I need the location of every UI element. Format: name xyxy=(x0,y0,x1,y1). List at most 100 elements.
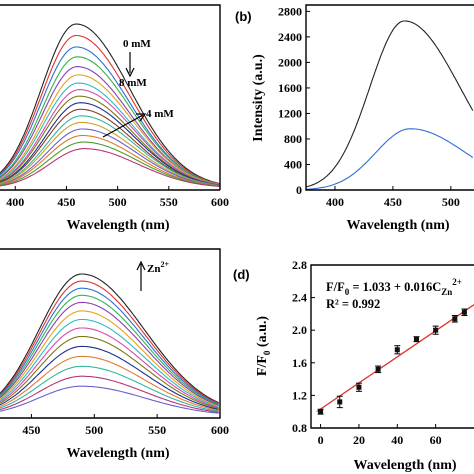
panel-b-y-tick-label: 1600 xyxy=(278,81,302,95)
annotation-8mm: 8 mM xyxy=(119,77,147,89)
data-point xyxy=(337,399,343,405)
panel-d-x-tick-label: 20 xyxy=(353,433,365,447)
panel-b: (b) 0 400 800 1200 1600 2000 2400 2800 400 450 50… xyxy=(235,4,474,233)
diagonal-arrow-icon xyxy=(136,113,147,122)
panel-d-y-label: F/F0 (a.u.) xyxy=(255,316,272,376)
panel-c-series-1 xyxy=(0,280,219,404)
panel-c-series-7 xyxy=(0,327,219,409)
panel-c-x-tick-label: 600 xyxy=(211,423,229,437)
annotation-4mm: 4 mM xyxy=(146,108,174,120)
panel-b-y-tick-label: 2800 xyxy=(278,4,302,18)
panel-c-series-5 xyxy=(0,310,219,407)
linear-fit-line xyxy=(316,304,474,413)
panel-b-x-tick-label: 400 xyxy=(326,195,344,209)
panel-b-y-tick-label: 1200 xyxy=(278,106,302,120)
panel-b-x-tick-label: 500 xyxy=(442,195,460,209)
panel-b-frame xyxy=(305,4,474,191)
data-point xyxy=(452,316,458,322)
panel-a-series-2 xyxy=(0,46,220,185)
down-arrow-icon xyxy=(125,67,135,78)
data-point xyxy=(413,336,419,342)
eq-rhs: = 1.033 + 0.016C xyxy=(349,280,441,294)
panel-a-series-15 xyxy=(0,141,220,187)
panel-c: 450 500 550 600 Wavelength (nm) Zn2+ xyxy=(0,248,229,461)
panel-c-series-3 xyxy=(0,294,219,406)
zn-text: Zn xyxy=(147,263,160,275)
panel-a-series-7 xyxy=(0,89,220,186)
panel-c-x-tick-label: 500 xyxy=(85,423,103,437)
panel-b-y-tick-label: 800 xyxy=(284,132,302,146)
eq-lhs: F/F xyxy=(326,280,345,294)
up-arrow-icon xyxy=(136,260,146,271)
panel-d-points xyxy=(317,308,468,415)
eq-sup: 2+ xyxy=(452,277,462,287)
panel-c-series-9 xyxy=(0,345,219,411)
panel-a-x-tick-label: 550 xyxy=(160,195,178,209)
panel-d-x-tick-label: 0 xyxy=(318,433,324,447)
panel-c-series-4 xyxy=(0,301,219,406)
panel-b-series-0 xyxy=(305,20,474,188)
panel-a-x-tick-label: 450 xyxy=(57,195,75,209)
panel-d-x-tick-label: 60 xyxy=(430,433,442,447)
panel-d-fit xyxy=(316,304,474,413)
panel-label-b: (b) xyxy=(235,9,252,24)
panel-b-y-tick-label: 2000 xyxy=(278,55,302,69)
panel-c-series-0 xyxy=(0,273,219,404)
panel-d: (d) 0.81.21.62.02.42.8 0 20 40 60 F/F0 = 1.… xyxy=(233,258,474,473)
panel-d-y-tick-label: 1.6 xyxy=(292,356,307,370)
panel-a-frame xyxy=(0,4,221,190)
panel-d-y-tick-label: 2.8 xyxy=(292,258,307,272)
panel-d-x-tick-label: 40 xyxy=(391,433,403,447)
panel-a: 400 450 500 550 600 Wavelength (nm) 0 mM 8 m… xyxy=(0,4,229,233)
panel-a-curves xyxy=(0,23,220,187)
panel-d-y-tick-label: 0.8 xyxy=(292,421,307,435)
data-point xyxy=(375,366,381,372)
fit-equation: F/F0 = 1.033 + 0.016CZn2+ xyxy=(326,277,462,297)
panel-b-y-ticks: 0 400 800 1200 1600 2000 2400 2800 xyxy=(278,4,310,197)
panel-a-x-tick-label: 400 xyxy=(6,195,24,209)
panel-label-d: (d) xyxy=(233,267,250,282)
eq-lhs-sub: 0 xyxy=(345,287,350,297)
panel-a-x-tick-label: 600 xyxy=(211,195,229,209)
panel-b-curves xyxy=(305,20,474,190)
panel-d-y-tick-label: 1.2 xyxy=(292,388,307,402)
data-point xyxy=(433,327,439,333)
panel-a-series-3 xyxy=(0,56,220,185)
panel-a-series-1 xyxy=(0,34,220,185)
panel-c-x-tick-label: 550 xyxy=(148,423,166,437)
annotation-0mm: 0 mM xyxy=(123,38,151,50)
panel-a-series-14 xyxy=(0,134,220,187)
panel-a-x-ticks: 400 450 500 550 600 xyxy=(6,186,229,209)
panel-b-y-tick-label: 400 xyxy=(284,157,302,171)
panel-b-y-tick-label: 2400 xyxy=(278,30,302,44)
panel-c-curves xyxy=(0,273,219,414)
panel-c-series-11 xyxy=(0,365,219,412)
panel-c-x-tick-label: 450 xyxy=(22,423,40,437)
panel-a-series-9 xyxy=(0,102,220,186)
diagonal-arrow-shaft xyxy=(102,114,144,138)
panel-c-series-2 xyxy=(0,287,219,405)
panel-d-x-label: Wavelength (nm) xyxy=(353,458,456,473)
panel-d-x-ticks: 0 20 40 60 xyxy=(318,424,442,447)
panel-d-y-ticks: 0.8 1.2 1.6 2.0 2.4 2.8 xyxy=(292,258,315,435)
eq-sub: Zn xyxy=(441,287,452,297)
panel-b-y-tick-label: 0 xyxy=(296,183,302,197)
panel-b-y-label: Intensity (a.u.) xyxy=(251,54,266,142)
panel-a-x-tick-label: 500 xyxy=(109,195,127,209)
panel-c-x-label: Wavelength (nm) xyxy=(66,446,169,461)
panel-a-series-0 xyxy=(0,23,220,185)
zn-charge: 2+ xyxy=(160,260,169,269)
r-squared: R² = 0.992 xyxy=(326,297,380,311)
panel-b-x-tick-label: 450 xyxy=(384,195,402,209)
panel-c-series-10 xyxy=(0,355,219,412)
panel-a-series-5 xyxy=(0,74,220,186)
ylabel-d-units: (a.u.) xyxy=(255,316,270,351)
panel-d-frame xyxy=(310,264,474,429)
data-point xyxy=(394,347,400,353)
panel-a-series-11 xyxy=(0,115,220,187)
panel-b-x-ticks: 400 450 500 xyxy=(326,186,460,209)
panel-a-x-label: Wavelength (nm) xyxy=(66,218,169,233)
panel-a-series-13 xyxy=(0,128,220,187)
panel-a-series-12 xyxy=(0,121,220,187)
